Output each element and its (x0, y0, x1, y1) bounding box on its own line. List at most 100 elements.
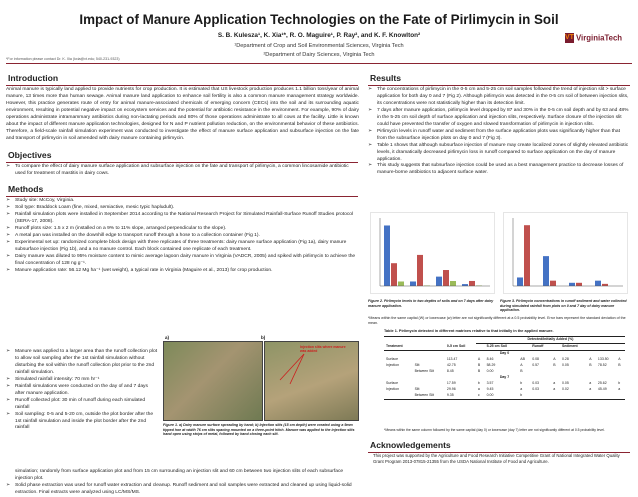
chart-bar (410, 281, 416, 286)
objectives-heading: Objectives (8, 150, 52, 160)
methods-list-tail: simulation; randomly from surface applic… (6, 469, 359, 497)
table-cell: 0.05 (561, 381, 569, 386)
table-cell: A (520, 363, 523, 368)
chart-bar (517, 277, 523, 286)
acknowledgements-heading: Acknowledgements (370, 440, 451, 450)
list-item: Table 1 shows that although subsurface i… (368, 143, 630, 164)
figure-1a-label: a) (165, 335, 170, 340)
table-1: Detected/Initially Added (%) Treatment 0… (384, 336, 625, 400)
table-cell (559, 392, 588, 400)
day-7-label: Day 7 (499, 375, 510, 380)
table-row: Injection Slit 42.75 B 58.29 A 0.57 B 0.05 B 78.52… (384, 363, 625, 369)
list-item: Soil type: Braddock Loam (fine, mixed, s… (6, 205, 359, 212)
chart-bar (569, 282, 575, 286)
list-item: Manure application rate: 56.12 Mg ha⁻¹ (… (6, 268, 359, 275)
chart-bar (417, 254, 423, 286)
table-cell: b (520, 381, 523, 386)
table-cell: 0.00 (484, 392, 519, 400)
table-cell (530, 392, 552, 400)
table-cell: B (589, 363, 592, 368)
list-item: A metal pan was installed on the downhil… (6, 233, 359, 240)
table-cell: Surface (386, 381, 399, 386)
list-item: Rainfall simulations were conducted on t… (6, 384, 158, 398)
table-cell: 8.46 (486, 357, 494, 362)
chart-bar (391, 263, 397, 286)
figure-1b-photo (264, 341, 359, 421)
table-cell: 0.03 (532, 381, 539, 386)
chart-bar (602, 283, 608, 286)
list-item: 7 days after manure application, pirlimy… (368, 108, 630, 129)
table-cell (616, 392, 625, 400)
col-treatment: Treatment (386, 344, 403, 349)
list-item-continued: simulation; randomly from surface applic… (6, 469, 359, 483)
table-day-row: Day 0 (384, 349, 625, 357)
table-row: Injection Slit 29.96 a 9.45 a 0.03 a 0.02 a 45.49 a (384, 387, 625, 393)
table-cell: 0.08 (532, 357, 539, 362)
affiliation-2: ²Department of Dairy Sciences, Virginia … (263, 52, 375, 58)
affiliation-1: ¹Department of Crop and Soil Environment… (234, 43, 404, 49)
acknowledgements-text: This project was supported by the Agricu… (373, 453, 620, 464)
chart-bar (398, 281, 404, 286)
chart-bar (469, 280, 475, 286)
list-item: Experimental set up: randomized complete… (6, 240, 359, 254)
table-cell: 0.05 (561, 363, 569, 368)
table-row: Surface 17.59 b 3.57 b 0.03 a 0.05 a 25.62 b (384, 381, 625, 387)
col-soil-5-25: 5-25 cm Soil (486, 344, 508, 349)
chart-bar (450, 281, 456, 286)
methods-heading: Methods (8, 184, 44, 194)
methods-bar (6, 196, 358, 198)
table-row: Between Slit 8.45 B 0.00 B (384, 369, 625, 375)
table-cell: 17.59 (446, 381, 456, 386)
objectives-list: To compare the effect of dairy manure su… (6, 164, 359, 178)
table-cell: B (618, 363, 621, 368)
table-cell: A (553, 357, 556, 362)
table-cell: a (553, 387, 556, 392)
table-header-row: Treatment 0-5 cm Soil 5-25 cm Soil Runof… (384, 343, 625, 350)
table-cell: 0.02 (561, 387, 569, 392)
day-0-label: Day 0 (384, 349, 625, 357)
table-cell: 133.50 (597, 357, 609, 362)
table-cell: A (589, 357, 592, 362)
page-title: Impact of Manure Application Technologie… (79, 12, 559, 27)
list-item: Runoff plots size: 1.5 x 2 m (installed … (6, 226, 359, 233)
table-cell (587, 392, 596, 400)
table-cell: a (553, 381, 556, 386)
table-cell: Between Slit (414, 369, 435, 374)
list-item: The concentrations of pirlimycin in the … (368, 87, 630, 108)
results-list: The concentrations of pirlimycin in the … (368, 87, 630, 177)
logo-text: VirginiaTech (576, 33, 623, 43)
chart-bar (550, 280, 556, 286)
table-cell: b (477, 381, 480, 386)
table-cell: 0.00 (486, 369, 494, 374)
figure-1a-photo (163, 341, 263, 421)
table-cell: 45.49 (597, 387, 607, 392)
table-cell: Injection (386, 363, 400, 368)
authors: S. B. Kulesza¹, K. Xia¹*, R. O. Maguire¹… (217, 32, 421, 39)
chart-bar (384, 225, 390, 286)
table-cell (384, 392, 413, 400)
methods-list-narrow: Manure was applied to a larger area than… (6, 349, 158, 432)
significance-note: *Means within the same capital (W) or lo… (368, 316, 626, 325)
table-cell: Injection (386, 387, 400, 392)
acknowledgements-bar (368, 452, 630, 454)
table-day-row: Day 7 (384, 375, 625, 381)
table-cell: A (618, 357, 621, 362)
chart-bar (443, 270, 449, 286)
table-cell: 78.52 (597, 363, 607, 368)
logo: VT VirginiaTech (565, 29, 630, 43)
injection-slit-annotation: Injection slits where manure was added (300, 345, 346, 353)
table-1-footnote: *Means within the same column followed b… (384, 428, 605, 432)
objectives-bar (6, 162, 358, 164)
table-cell: B (477, 369, 481, 374)
table-cell: A (477, 357, 481, 362)
table-cell: 113.47 (446, 357, 458, 362)
table-cell: a (477, 387, 480, 392)
figure-2-caption: Figure 2. Pirlimycin levels in two depth… (368, 299, 494, 308)
table-cell: b (518, 392, 531, 400)
group-header: Detected/Initially Added (%) (475, 336, 625, 344)
table-cell: Slit (414, 363, 420, 368)
fig3-bars (517, 225, 608, 286)
contact-note: *For information please contact Dr. K. X… (6, 57, 120, 61)
chart-bar (436, 276, 442, 286)
chart-bar (462, 284, 468, 286)
